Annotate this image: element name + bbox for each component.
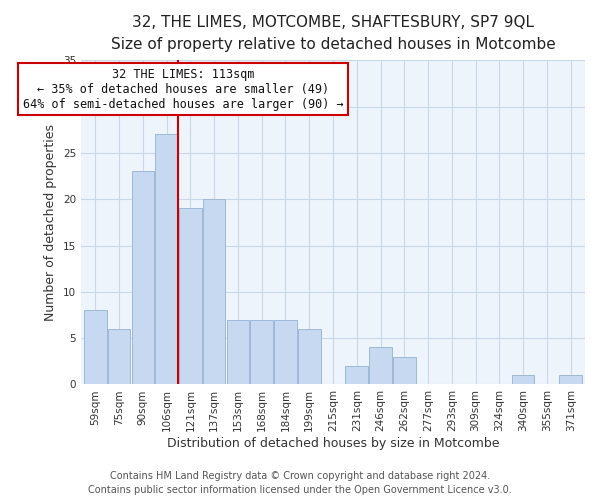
Bar	[298, 329, 320, 384]
Bar	[559, 375, 582, 384]
X-axis label: Distribution of detached houses by size in Motcombe: Distribution of detached houses by size …	[167, 437, 499, 450]
Y-axis label: Number of detached properties: Number of detached properties	[44, 124, 58, 321]
Bar	[274, 320, 297, 384]
Text: 32 THE LIMES: 113sqm
← 35% of detached houses are smaller (49)
64% of semi-detac: 32 THE LIMES: 113sqm ← 35% of detached h…	[23, 68, 344, 110]
Bar	[179, 208, 202, 384]
Bar	[203, 199, 226, 384]
Bar	[369, 348, 392, 385]
Bar	[155, 134, 178, 384]
Bar	[250, 320, 273, 384]
Text: Contains HM Land Registry data © Crown copyright and database right 2024.
Contai: Contains HM Land Registry data © Crown c…	[88, 471, 512, 495]
Bar	[346, 366, 368, 384]
Title: 32, THE LIMES, MOTCOMBE, SHAFTESBURY, SP7 9QL
Size of property relative to detac: 32, THE LIMES, MOTCOMBE, SHAFTESBURY, SP…	[110, 15, 556, 52]
Bar	[512, 375, 535, 384]
Bar	[393, 356, 416, 384]
Bar	[227, 320, 249, 384]
Bar	[84, 310, 107, 384]
Bar	[108, 329, 130, 384]
Bar	[131, 172, 154, 384]
